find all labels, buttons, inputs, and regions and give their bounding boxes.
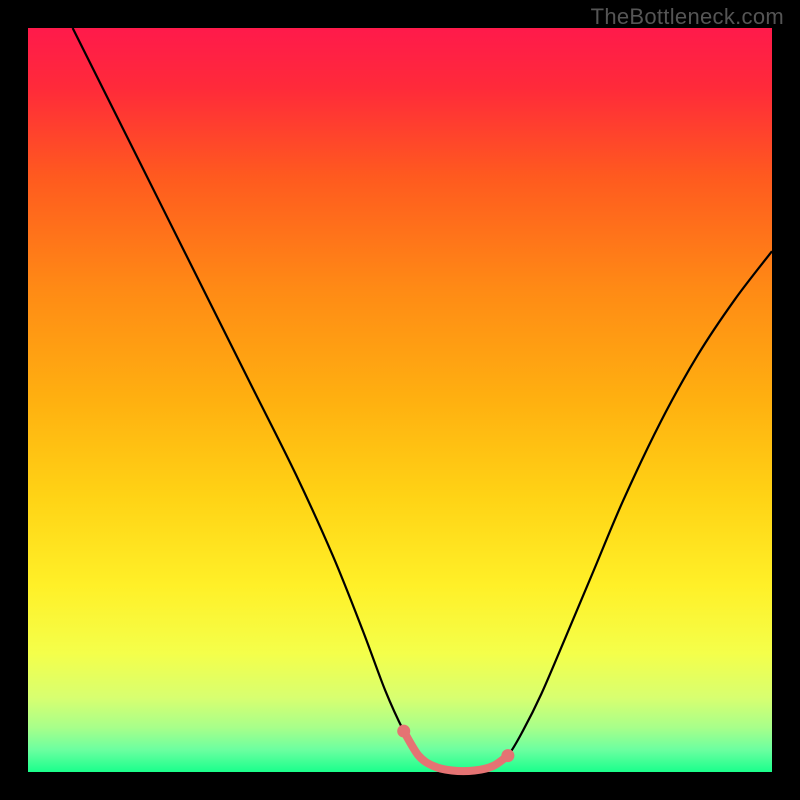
watermark-text: TheBottleneck.com xyxy=(591,4,784,30)
chart-stage: TheBottleneck.com xyxy=(0,0,800,800)
gradient-area xyxy=(28,28,772,772)
gradient-plot xyxy=(0,0,800,800)
